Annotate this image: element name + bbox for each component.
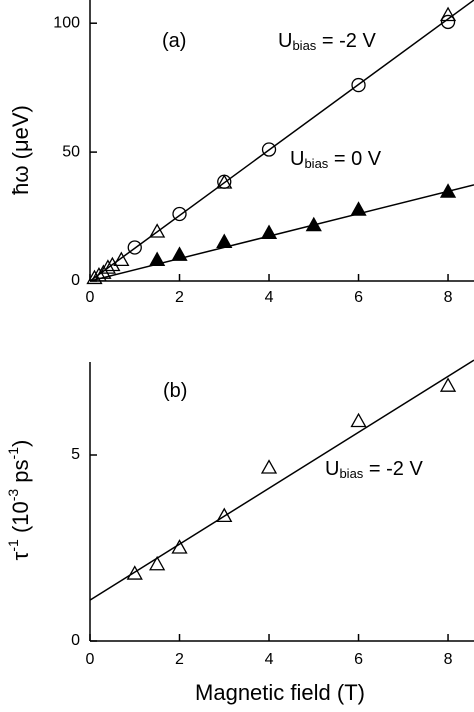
annotation-main: U bbox=[278, 30, 292, 52]
fit-line bbox=[89, 359, 474, 601]
data-point bbox=[216, 174, 233, 189]
x-tick-label: 6 bbox=[354, 651, 363, 668]
data-point bbox=[440, 14, 456, 30]
y-axis-label: ħω (μeV) bbox=[8, 105, 33, 195]
data-point bbox=[149, 251, 166, 267]
annotation-tail: = -2 V bbox=[363, 458, 423, 480]
data-point bbox=[126, 565, 143, 580]
annotation-sub: bias bbox=[292, 38, 316, 53]
data-point bbox=[172, 206, 187, 222]
annotation: Ubias = -2 V bbox=[278, 30, 376, 53]
data-point bbox=[350, 201, 367, 216]
y-axis-label-part: ħω (μeV) bbox=[8, 105, 33, 195]
x-tick-label: 0 bbox=[86, 651, 95, 668]
fit-line bbox=[89, 184, 474, 282]
data-point bbox=[350, 412, 367, 428]
x-tick-label: 4 bbox=[265, 289, 274, 306]
x-axis-label: Magnetic field (T) bbox=[195, 680, 365, 705]
annotation: Ubias = 0 V bbox=[290, 148, 382, 171]
panel-label: (b) bbox=[163, 380, 187, 402]
data-point bbox=[439, 377, 457, 392]
data-point bbox=[104, 256, 121, 272]
y-tick-label: 50 bbox=[62, 143, 80, 160]
y-axis-label-part: ps bbox=[8, 459, 33, 488]
annotation: (b) bbox=[163, 380, 187, 402]
y-tick-label: 5 bbox=[71, 446, 80, 463]
x-tick-label: 4 bbox=[265, 651, 274, 668]
x-tick-label: 2 bbox=[175, 651, 184, 668]
fit-line bbox=[89, 0, 474, 282]
x-tick-label: 2 bbox=[175, 289, 184, 306]
data-point bbox=[90, 267, 108, 282]
annotation-main: U bbox=[325, 458, 339, 480]
y-axis-label-part: τ bbox=[8, 551, 33, 560]
x-tick-label: 8 bbox=[444, 289, 453, 306]
panel-label: (a) bbox=[162, 30, 186, 52]
y-axis-label-part: (10 bbox=[8, 501, 33, 539]
data-point bbox=[113, 251, 130, 267]
y-axis-label-part: -3 bbox=[5, 489, 21, 502]
data-point bbox=[261, 142, 277, 157]
y-axis-label: τ-1 (10-3 ps-1) bbox=[5, 440, 33, 561]
y-axis-label-part: -1 bbox=[5, 539, 21, 552]
x-tick-label: 8 bbox=[444, 651, 453, 668]
data-point bbox=[149, 223, 166, 238]
annotation-main: U bbox=[290, 148, 304, 170]
y-axis-label-part: ) bbox=[8, 440, 33, 447]
y-tick-label: 0 bbox=[71, 272, 80, 289]
annotation: (a) bbox=[162, 30, 186, 52]
data-point bbox=[127, 240, 142, 255]
data-point bbox=[149, 555, 166, 571]
x-tick-label: 6 bbox=[354, 289, 363, 306]
annotation-tail: = 0 V bbox=[328, 148, 381, 170]
annotation-tail: = -2 V bbox=[316, 30, 376, 52]
annotation: Ubias = -2 V bbox=[325, 458, 423, 481]
y-tick-label: 100 bbox=[53, 14, 80, 31]
data-point bbox=[86, 269, 103, 285]
data-point bbox=[260, 459, 278, 474]
y-tick-label: 0 bbox=[71, 632, 80, 649]
x-tick-label: 0 bbox=[86, 289, 95, 306]
data-point bbox=[216, 507, 233, 523]
annotation-sub: bias bbox=[339, 466, 363, 481]
data-point bbox=[99, 259, 117, 274]
y-axis-label-part: -1 bbox=[5, 447, 21, 460]
data-point bbox=[351, 77, 366, 93]
data-point bbox=[439, 6, 457, 22]
annotation-sub: bias bbox=[304, 156, 328, 171]
